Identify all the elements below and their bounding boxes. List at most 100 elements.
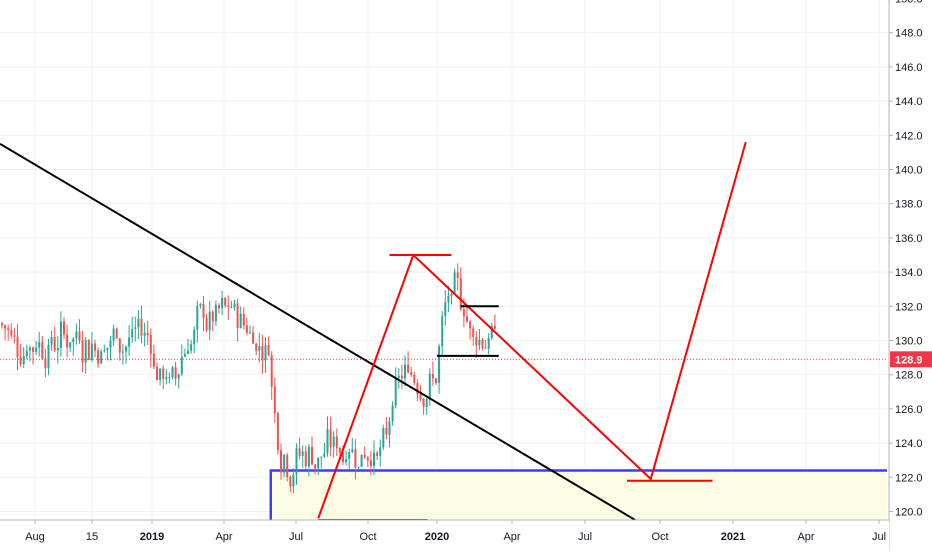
candle-up <box>159 368 162 381</box>
candle-up <box>28 347 31 351</box>
candle-down <box>242 313 245 326</box>
price-axis-background <box>889 0 932 550</box>
price-tick-label: 124.0 <box>895 438 923 450</box>
price-tick-label: 140.0 <box>895 165 923 177</box>
candle-up <box>38 342 41 348</box>
candle-up <box>75 331 78 339</box>
candle-down <box>149 335 152 354</box>
candle-up <box>301 451 304 456</box>
candle-up <box>47 344 50 369</box>
candle-down <box>97 350 100 364</box>
candle-down <box>205 318 208 331</box>
candle-up <box>283 455 286 473</box>
candle-down <box>314 464 317 469</box>
candle-up <box>397 375 400 378</box>
candle-up <box>35 347 38 352</box>
candle-down <box>413 374 416 383</box>
descending-trendline <box>0 142 636 521</box>
candle-up <box>307 446 310 467</box>
candle-down <box>236 303 239 328</box>
candle-down <box>10 330 13 336</box>
price-tick-label: 128.0 <box>895 370 923 382</box>
candle-up <box>360 454 363 467</box>
candle-down <box>422 399 425 407</box>
candle-up <box>190 344 193 351</box>
time-axis[interactable]: Aug 15 2019 Apr Jul Oct 2020 Apr Jul Oct 2021 Apr Ju… <box>0 519 889 550</box>
candle-down <box>369 460 372 466</box>
candle-down <box>335 436 338 449</box>
candle-up <box>221 297 224 309</box>
candle-up <box>379 447 382 456</box>
candle-up <box>112 328 115 341</box>
candle-down <box>41 342 44 359</box>
candle-down <box>276 413 279 451</box>
candle-down <box>118 338 121 353</box>
candle-up <box>72 338 75 343</box>
candle-up <box>323 453 326 457</box>
candle-up <box>404 364 406 379</box>
candle-down <box>224 297 227 306</box>
time-tick-label: 2021 <box>721 531 745 543</box>
candle-down <box>456 272 459 279</box>
support-zone-fill <box>270 470 887 520</box>
candle-down <box>94 343 96 351</box>
candle-up <box>193 329 196 345</box>
candle-up <box>171 367 174 378</box>
candle-down <box>304 451 307 467</box>
candle-up <box>50 336 53 345</box>
zone-layer <box>269 469 887 520</box>
candle-up <box>295 448 298 475</box>
candle-down <box>1 323 3 326</box>
candle-up <box>208 311 211 331</box>
candle-up <box>292 474 295 487</box>
candle-up <box>373 452 375 466</box>
candle-down <box>289 476 292 487</box>
candle-down <box>459 278 462 310</box>
candle-up <box>230 306 233 308</box>
candle-down <box>475 337 478 346</box>
candle-down <box>410 372 413 375</box>
candle-down <box>19 357 22 365</box>
candle-up <box>317 457 320 469</box>
candle-up <box>180 356 183 375</box>
current-price-badge <box>890 351 932 368</box>
candle-down <box>416 382 419 395</box>
time-tick-label: Jul <box>289 531 303 543</box>
candle-down <box>174 367 177 379</box>
candle-down <box>286 455 289 477</box>
projection-path <box>317 141 747 519</box>
candle-down <box>255 343 258 351</box>
candle-down <box>140 318 143 336</box>
candle-up <box>84 340 87 363</box>
candle-down <box>252 332 255 344</box>
candle-down <box>78 331 81 341</box>
time-tick-label: Oct <box>651 531 668 543</box>
candle-up <box>487 338 490 349</box>
candle-up <box>388 421 391 435</box>
time-tick-label: Apr <box>797 531 814 543</box>
candle-down <box>385 427 388 435</box>
support-zone-border <box>269 469 887 520</box>
candle-down <box>273 386 276 414</box>
candle-down <box>400 375 403 379</box>
candle-down <box>270 355 273 387</box>
candle-down <box>4 325 7 329</box>
candle-up <box>177 374 180 379</box>
candle-down <box>431 373 434 379</box>
candle-up <box>351 449 354 453</box>
candle-down <box>7 328 10 331</box>
candle-down <box>152 353 155 367</box>
candle-up <box>239 313 242 328</box>
candle-down <box>32 347 34 352</box>
candles <box>1 263 496 494</box>
candle-down <box>115 328 118 339</box>
candle-down <box>218 304 220 309</box>
price-axis[interactable]: 120.0 122.0 124.0 126.0 128.0 130.0 132.0 134.0… <box>888 0 932 550</box>
candle-up <box>326 429 329 454</box>
time-tick-label: Jul <box>872 531 886 543</box>
time-axis-background <box>0 520 889 550</box>
candle-up <box>357 466 360 468</box>
candle-up <box>428 373 431 400</box>
